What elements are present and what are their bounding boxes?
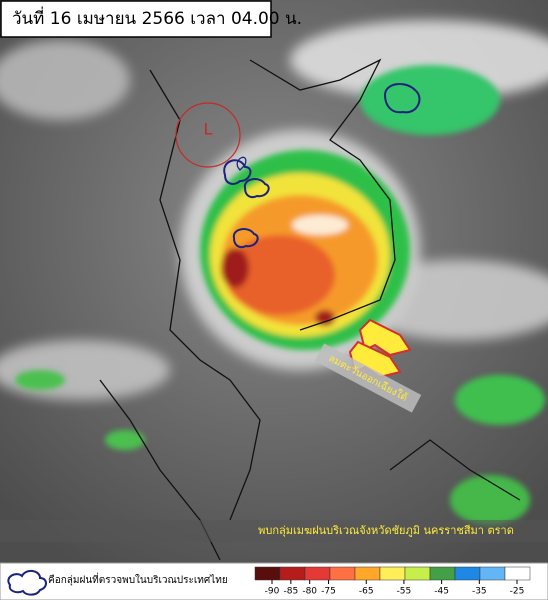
colorbar-segment <box>279 566 306 581</box>
colorbar-tick-label: -65 <box>359 587 374 597</box>
colorbar-segment <box>354 566 381 581</box>
colorbar-tick-label: -90 <box>265 587 280 597</box>
colorbar-segment <box>429 566 456 581</box>
satellite-image: L ลมตะวันออกเฉียงใต้ พบกลุ่มเมฆฝนบริเวณจ… <box>0 0 548 563</box>
title: วันที่ 16 เมษายน 2566 เวลา 04.00 น. <box>12 6 302 29</box>
legend: คือกลุ่มฝนที่ตรวจพบในบริเวณประเทศไทย -90… <box>0 562 548 600</box>
legend-text: คือกลุ่มฝนที่ตรวจพบในบริเวณประเทศไทย <box>48 572 228 586</box>
colorbar-segment <box>254 566 281 581</box>
colorbar-segment <box>329 566 356 581</box>
colorbar-segment <box>379 566 406 581</box>
colorbar-segment <box>479 566 506 581</box>
colorbar-segment <box>404 566 431 581</box>
colorbar-tick-label: -45 <box>434 587 449 597</box>
low-pressure-label: L <box>204 120 213 139</box>
colorbar-segment <box>304 566 331 581</box>
colorbar-tick-label: -75 <box>321 587 336 597</box>
wind-arrows <box>348 318 412 379</box>
colorbar-segment <box>454 566 481 581</box>
caption: พบกลุ่มเมฆฝนบริเวณจังหวัดชัยภูมิ นครราชส… <box>258 524 514 537</box>
colorbar-tick-label: -25 <box>510 587 525 597</box>
colorbar-tick-label: -55 <box>397 587 412 597</box>
colorbar-tick-label: -80 <box>302 587 317 597</box>
colorbar-tick-label: -85 <box>283 587 298 597</box>
colorbar-tick-label: -35 <box>472 587 487 597</box>
legend-icon <box>7 570 47 596</box>
colorbar-segment <box>504 566 531 581</box>
